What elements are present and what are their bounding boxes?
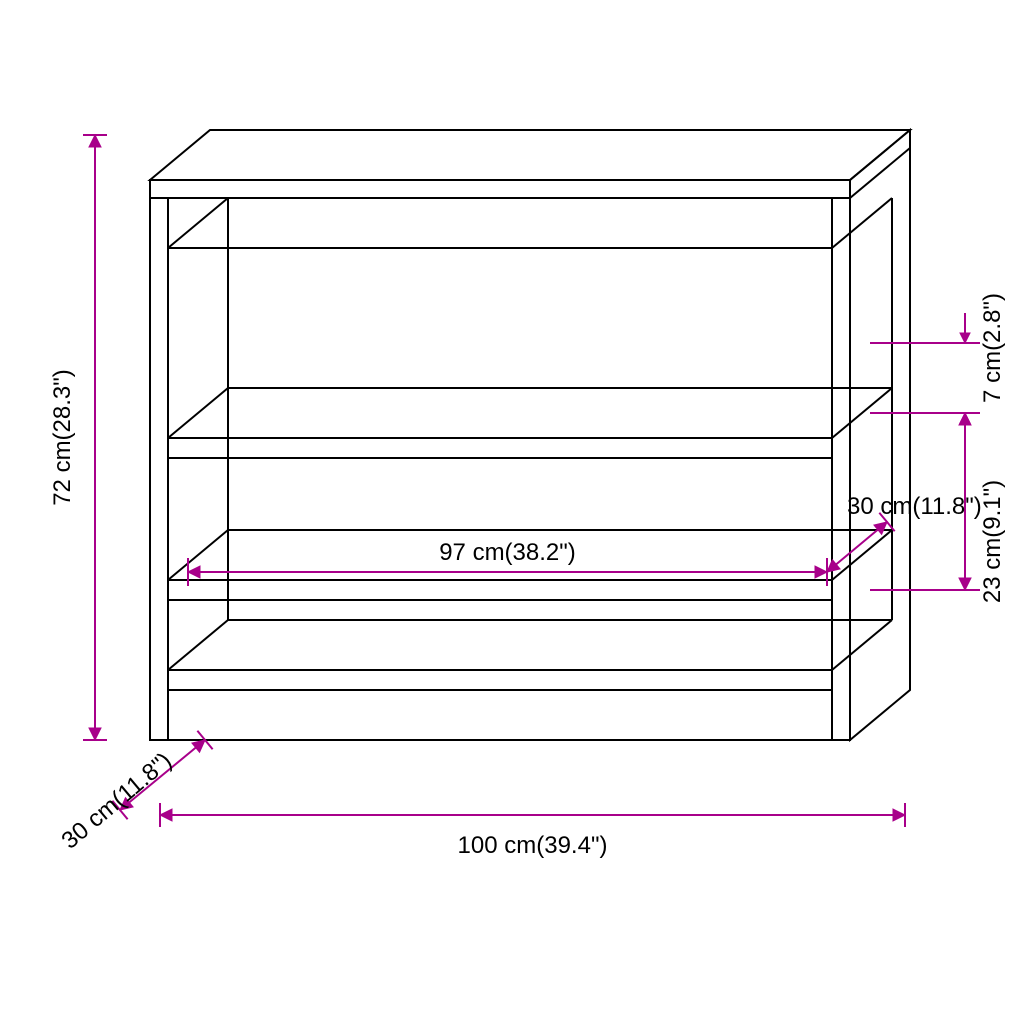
svg-text:72 cm(28.3"): 72 cm(28.3") — [49, 369, 76, 506]
svg-text:7 cm(2.8"): 7 cm(2.8") — [979, 293, 1006, 403]
svg-text:30 cm(11.8"): 30 cm(11.8") — [57, 747, 178, 854]
svg-text:100 cm(39.4"): 100 cm(39.4") — [458, 832, 608, 859]
svg-text:30 cm(11.8"): 30 cm(11.8") — [847, 493, 982, 520]
svg-text:97 cm(38.2"): 97 cm(38.2") — [439, 539, 576, 566]
svg-text:23 cm(9.1"): 23 cm(9.1") — [979, 480, 1006, 603]
